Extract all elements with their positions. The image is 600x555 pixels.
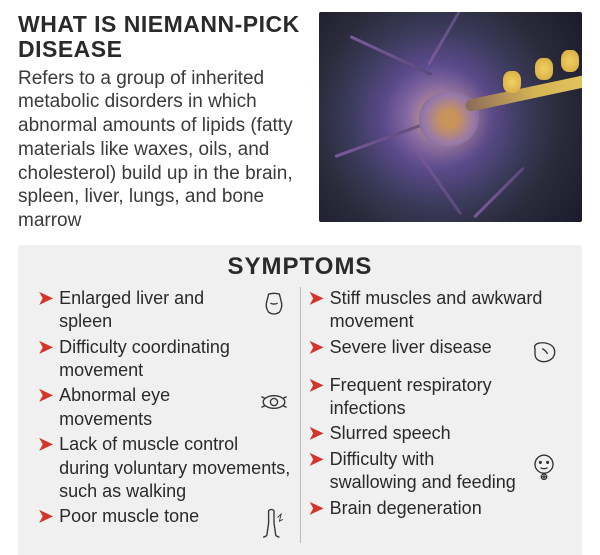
symptom-text: Difficulty with swallowing and feeding	[330, 448, 522, 495]
abdomen-icon	[256, 287, 292, 323]
legs-icon	[256, 505, 292, 541]
symptom-item: ➤ Frequent respiratory infections	[309, 374, 563, 421]
symptoms-right-column: ➤ Stiff muscles and awkward movement ➤ S…	[301, 287, 571, 544]
symptom-text: Severe liver disease	[330, 336, 522, 359]
symptom-text: Slurred speech	[330, 422, 562, 445]
symptom-text: Lack of muscle control during voluntary …	[59, 433, 291, 503]
bullet-icon: ➤	[309, 374, 324, 397]
symptom-item: ➤ Difficulty coordinating movement	[38, 336, 292, 383]
symptom-text: Stiff muscles and awkward movement	[330, 287, 562, 334]
bullet-icon: ➤	[309, 448, 324, 471]
symptom-item: ➤ Severe liver disease	[309, 336, 563, 372]
symptom-text: Enlarged liver and spleen	[59, 287, 251, 334]
symptom-text: Frequent respiratory infections	[330, 374, 562, 421]
bullet-icon: ➤	[38, 384, 53, 407]
symptom-text: Difficulty coordinating movement	[59, 336, 291, 383]
symptom-text: Brain degeneration	[330, 497, 562, 520]
bullet-icon: ➤	[38, 336, 53, 359]
symptom-item: ➤ Abnormal eye movements	[38, 384, 292, 431]
bullet-icon: ➤	[309, 287, 324, 310]
symptom-item: ➤ Poor muscle tone	[38, 505, 292, 541]
bullet-icon: ➤	[309, 336, 324, 359]
symptoms-left-column: ➤ Enlarged liver and spleen ➤ Difficulty…	[30, 287, 301, 544]
face-icon	[526, 448, 562, 484]
bullet-icon: ➤	[309, 497, 324, 520]
symptom-item: ➤ Lack of muscle control during voluntar…	[38, 433, 292, 503]
symptom-item: ➤ Brain degeneration	[309, 497, 563, 520]
symptom-item: ➤ Difficulty with swallowing and feeding	[309, 448, 563, 495]
symptom-item: ➤ Stiff muscles and awkward movement	[309, 287, 563, 334]
symptoms-columns: ➤ Enlarged liver and spleen ➤ Difficulty…	[30, 287, 570, 544]
page-title: WHAT IS NIEMANN-PICK DISEASE	[18, 12, 311, 63]
header-section: WHAT IS NIEMANN-PICK DISEASE Refers to a…	[18, 12, 582, 233]
symptoms-title: SYMPTOMS	[30, 253, 570, 281]
symptom-text: Poor muscle tone	[59, 505, 251, 528]
symptom-text: Abnormal eye movements	[59, 384, 251, 431]
description-text: Refers to a group of inherited metabolic…	[18, 67, 311, 233]
liver-icon	[526, 336, 562, 372]
symptom-item: ➤ Enlarged liver and spleen	[38, 287, 292, 334]
eye-icon	[256, 384, 292, 420]
bullet-icon: ➤	[38, 433, 53, 456]
header-text-column: WHAT IS NIEMANN-PICK DISEASE Refers to a…	[18, 12, 311, 233]
symptoms-section: SYMPTOMS ➤ Enlarged liver and spleen ➤ D…	[18, 245, 582, 555]
neuron-illustration	[319, 12, 582, 222]
bullet-icon: ➤	[38, 287, 53, 310]
symptom-item: ➤ Slurred speech	[309, 422, 563, 445]
bullet-icon: ➤	[38, 505, 53, 528]
infographic-container: WHAT IS NIEMANN-PICK DISEASE Refers to a…	[0, 0, 600, 540]
bullet-icon: ➤	[309, 422, 324, 445]
